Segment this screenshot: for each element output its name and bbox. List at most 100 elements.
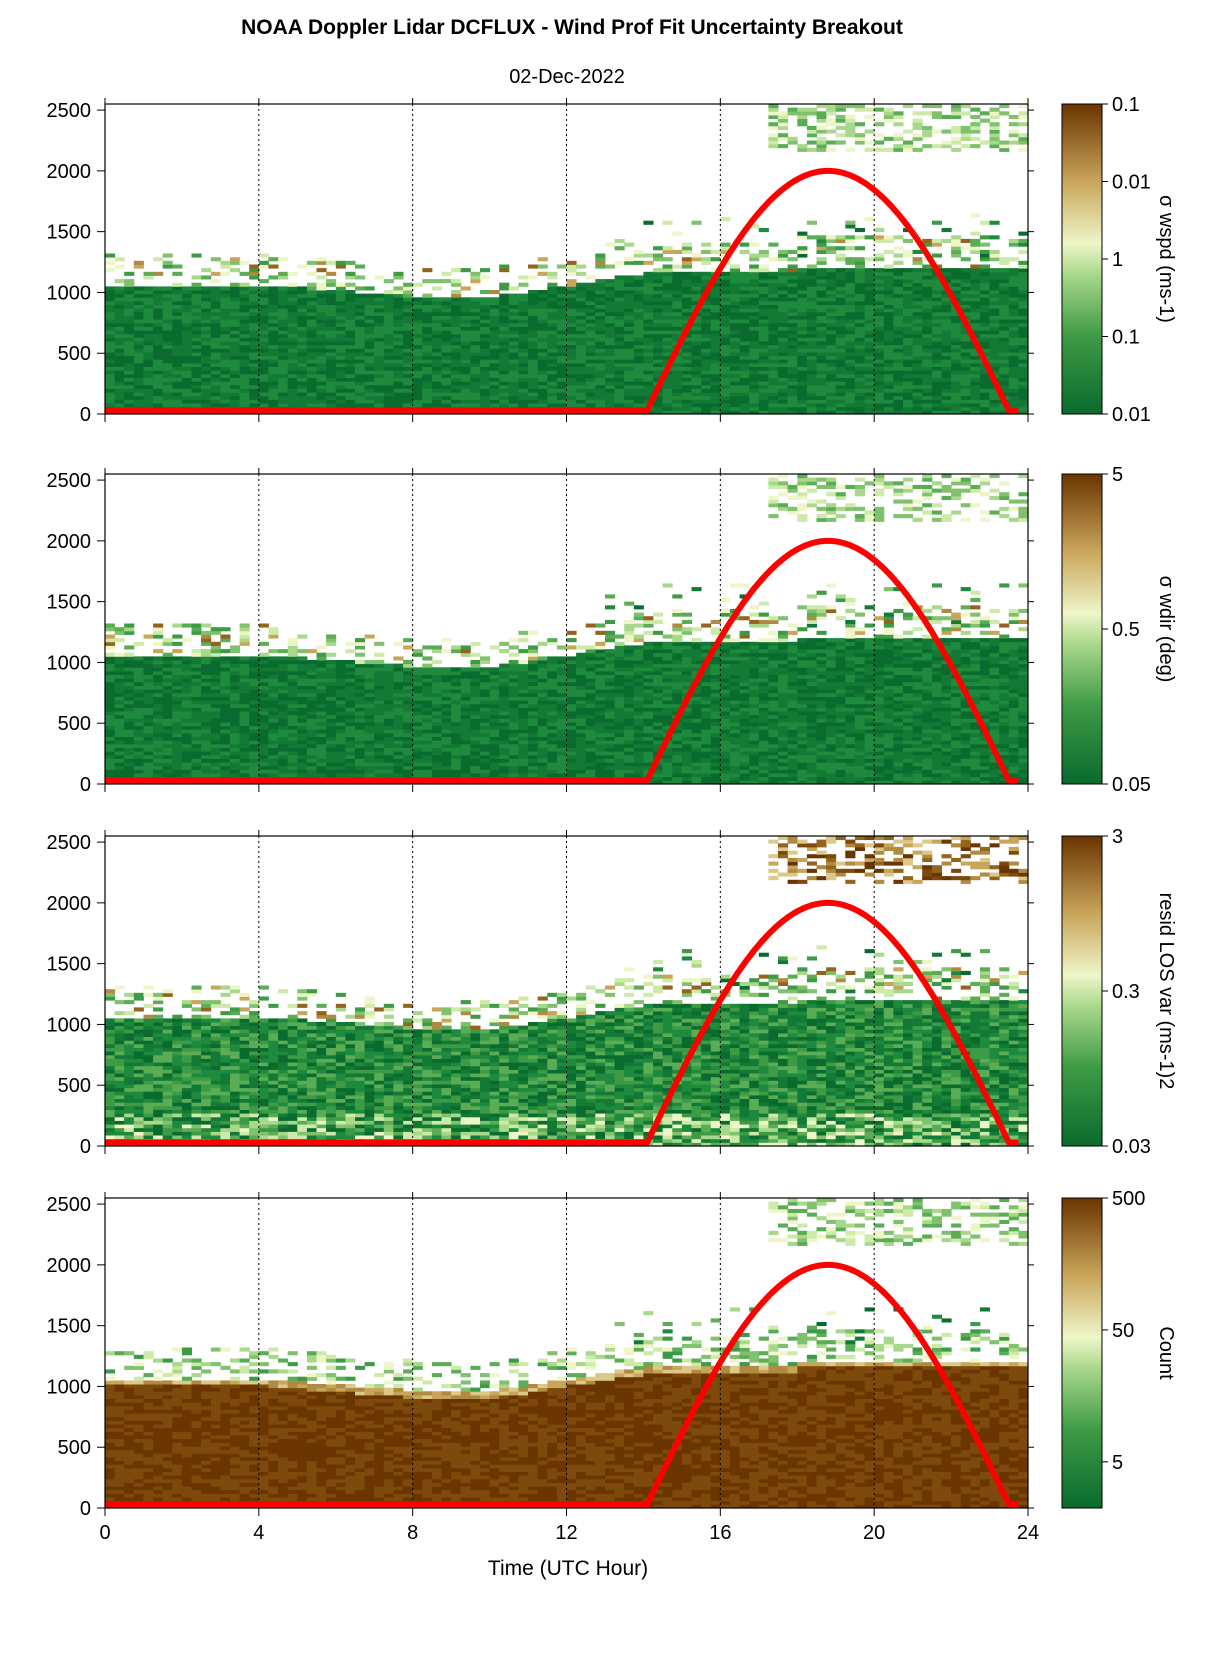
heatmap-cell: [114, 703, 125, 708]
heatmap-cell: [364, 337, 375, 342]
heatmap-cell: [874, 377, 885, 382]
heatmap-cell: [431, 333, 442, 338]
heatmap-cell: [220, 297, 231, 302]
heatmap-cell: [345, 315, 356, 320]
heatmap-cell: [239, 718, 250, 723]
heatmap-cell: [912, 279, 923, 284]
heatmap-cell: [893, 344, 904, 349]
heatmap-cell: [614, 348, 625, 353]
heatmap-cell: [653, 352, 664, 357]
heatmap-cell: [883, 373, 894, 378]
heatmap-cell: [614, 337, 625, 342]
heatmap-cell: [845, 344, 856, 349]
heatmap-cell: [605, 319, 616, 324]
heatmap-cell: [201, 293, 212, 298]
heatmap-cell: [278, 751, 289, 756]
heatmap-cell: [451, 348, 462, 353]
heatmap-cell: [508, 348, 519, 353]
heatmap-cell: [797, 253, 808, 258]
heatmap-cell: [230, 373, 241, 378]
heatmap-cell: [960, 304, 971, 309]
heatmap-cell: [893, 253, 904, 258]
heatmap-cell: [1018, 395, 1029, 400]
heatmap-cell: [518, 308, 529, 313]
heatmap-cell: [220, 388, 231, 393]
heatmap-cell: [403, 293, 414, 298]
heatmap-cell: [874, 395, 885, 400]
heatmap-cell: [201, 286, 212, 291]
heatmap-cell: [201, 747, 212, 752]
heatmap-cell: [989, 122, 1000, 127]
heatmap-cell: [268, 751, 279, 756]
heatmap-cell: [364, 308, 375, 313]
heatmap-cell: [278, 732, 289, 737]
heatmap-cell: [758, 337, 769, 342]
heatmap-cell: [374, 333, 385, 338]
heatmap-cell: [441, 297, 452, 302]
heatmap-cell: [710, 399, 721, 404]
heatmap-cell: [576, 330, 587, 335]
heatmap-cell: [143, 388, 154, 393]
heatmap-cell: [201, 315, 212, 320]
heatmap-cell: [681, 275, 692, 280]
heatmap-cell: [931, 297, 942, 302]
heatmap-cell: [739, 330, 750, 335]
heatmap-cell: [653, 290, 664, 295]
heatmap-cell: [374, 297, 385, 302]
heatmap-cell: [806, 366, 817, 371]
heatmap-cell: [739, 315, 750, 320]
heatmap-cell: [1008, 293, 1019, 298]
heatmap-cell: [806, 282, 817, 287]
heatmap-cell: [556, 384, 567, 389]
heatmap-cell: [528, 322, 539, 327]
heatmap-cell: [451, 268, 462, 273]
heatmap-cell: [422, 377, 433, 382]
heatmap-cell: [316, 377, 327, 382]
heatmap-cell: [181, 326, 192, 331]
heatmap-cell: [547, 286, 558, 291]
heatmap-cell: [326, 399, 337, 404]
heatmap-cell: [114, 685, 125, 690]
heatmap-cell: [797, 275, 808, 280]
heatmap-cell: [797, 399, 808, 404]
heatmap-cell: [460, 392, 471, 397]
heatmap-cell: [499, 300, 510, 305]
heatmap-cell: [912, 147, 923, 152]
heatmap-cell: [153, 315, 164, 320]
heatmap-cell: [374, 381, 385, 386]
heatmap-cell: [806, 406, 817, 411]
heatmap-cell: [326, 308, 337, 313]
heatmap-cell: [278, 362, 289, 367]
heatmap-cell: [576, 341, 587, 346]
heatmap-cell: [230, 352, 241, 357]
heatmap-cell: [162, 743, 173, 748]
heatmap-cell: [672, 330, 683, 335]
heatmap-cell: [710, 388, 721, 393]
heatmap-cell: [797, 348, 808, 353]
heatmap-cell: [720, 275, 731, 280]
heatmap-cell: [441, 348, 452, 353]
heatmap-cell: [230, 370, 241, 375]
heatmap-cell: [845, 271, 856, 276]
heatmap-cell: [364, 297, 375, 302]
heatmap-cell: [605, 304, 616, 309]
heatmap-cell: [960, 352, 971, 357]
heatmap-cell: [585, 395, 596, 400]
heatmap-cell: [941, 395, 952, 400]
heatmap-cell: [470, 337, 481, 342]
heatmap-cell: [643, 275, 654, 280]
heatmap-cell: [729, 384, 740, 389]
heatmap-cell: [326, 279, 337, 284]
heatmap-cell: [816, 257, 827, 262]
heatmap-cell: [230, 714, 241, 719]
heatmap-cell: [191, 275, 202, 280]
heatmap-cell: [768, 377, 779, 382]
heatmap-cell: [268, 740, 279, 745]
heatmap-cell: [528, 355, 539, 360]
heatmap-cell: [278, 656, 289, 661]
heatmap-cell: [768, 271, 779, 276]
heatmap-cell: [653, 406, 664, 411]
heatmap-cell: [883, 300, 894, 305]
heatmap-cell: [797, 107, 808, 112]
heatmap-cell: [153, 308, 164, 313]
